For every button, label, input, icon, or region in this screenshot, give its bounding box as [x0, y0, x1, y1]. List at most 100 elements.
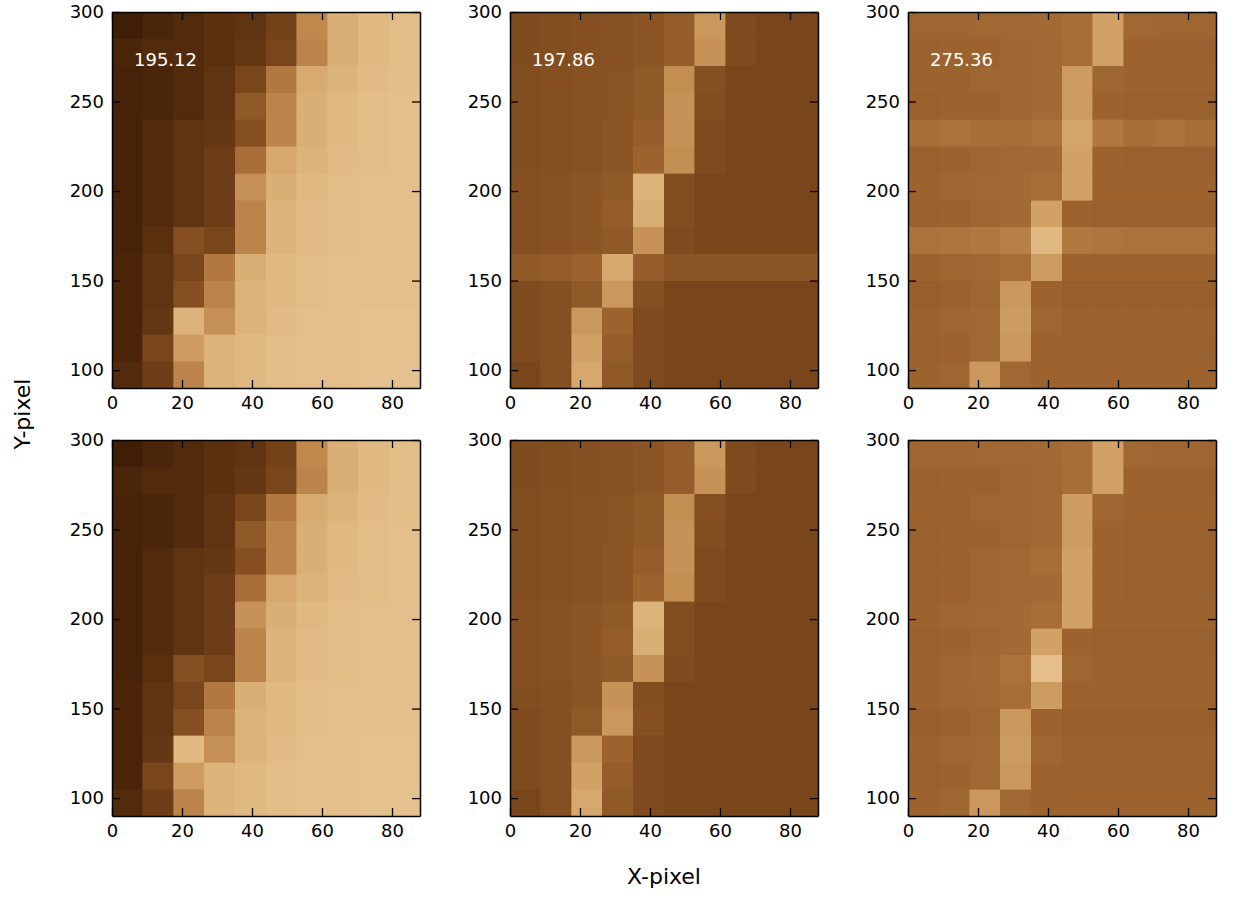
heatmap-cell [174, 494, 205, 521]
heatmap-cell [541, 12, 572, 39]
x-axis-tick: 80 [1177, 380, 1200, 413]
x-axis-tick-mark [252, 808, 253, 816]
heatmap-cell [204, 173, 235, 200]
y-axis-tick-label: 100 [70, 787, 104, 808]
x-axis-tick: 20 [569, 380, 592, 413]
heatmap-cell [756, 574, 787, 601]
y-axis-right-tick-mark [412, 798, 420, 799]
heatmap-cell [939, 12, 970, 39]
heatmap-cell [328, 789, 359, 816]
y-axis-right-tick-mark [810, 798, 818, 799]
x-axis-tick-mark [322, 380, 323, 388]
x-axis-tick: 40 [1037, 380, 1060, 413]
heatmap-cell [541, 628, 572, 655]
heatmap-cell [756, 119, 787, 146]
heatmap-cell [1093, 227, 1124, 254]
y-axis-tick: 250 [70, 519, 120, 540]
heatmap-cell [510, 494, 541, 521]
y-axis-tick: 200 [468, 180, 518, 201]
x-axis-top-tick [1048, 12, 1049, 20]
x-axis-line [113, 816, 421, 818]
heatmap-cell [1093, 307, 1124, 334]
heatmap-cell [756, 200, 787, 227]
heatmap-cell [235, 281, 266, 308]
heatmap-cell [1062, 467, 1093, 494]
x-axis-title: X-pixel [627, 864, 701, 889]
heatmap-cell [970, 254, 1001, 281]
heatmap-cell [633, 574, 664, 601]
x-axis-tick: 80 [779, 808, 802, 841]
heatmap-cell [541, 709, 572, 736]
heatmap-cell [297, 12, 328, 39]
heatmap-cell [1000, 227, 1031, 254]
heatmap-cell [970, 521, 1001, 548]
y-axis-right [810, 13, 819, 389]
heatmap-cell [908, 601, 939, 628]
heatmap-cell [756, 12, 787, 39]
x-axis: 020406080 [107, 380, 421, 413]
heatmap-cell [572, 735, 603, 762]
x-axis-tick: 60 [311, 380, 334, 413]
y-axis: 100150200250300 [70, 429, 120, 816]
heatmap-cell [664, 66, 695, 93]
heatmap-cell [970, 655, 1001, 682]
heatmap-cell [541, 361, 572, 388]
x-axis-top-tick-mark [392, 440, 393, 448]
heatmap-cell [970, 601, 1001, 628]
heatmap-cell [112, 735, 143, 762]
x-axis-tick-label: 20 [967, 392, 990, 413]
y-axis-tick-label: 200 [866, 180, 900, 201]
heatmap-cell [572, 361, 603, 388]
y-axis-tick-mark [112, 708, 120, 709]
x-axis-line [511, 816, 819, 818]
y-axis-tick-mark [908, 708, 916, 709]
heatmap-cell [633, 467, 664, 494]
heatmap-cell [358, 334, 389, 361]
y-axis-tick-mark [510, 798, 518, 799]
y-axis-title: Y-pixel [10, 379, 35, 451]
heatmap-cell [664, 307, 695, 334]
heatmap-cell [143, 227, 174, 254]
heatmap-cell [328, 628, 359, 655]
heatmap-cell [1185, 467, 1216, 494]
x-axis-top-tick-mark [182, 440, 183, 448]
heatmap-cell [664, 334, 695, 361]
y-axis-tick-mark [908, 619, 916, 620]
x-axis-top-tick-mark [1048, 440, 1049, 448]
heatmap-cell [1185, 146, 1216, 173]
heatmap-cell [204, 547, 235, 574]
x-axis-tick-label: 80 [381, 392, 404, 413]
heatmap-cell [235, 655, 266, 682]
x-axis-tick: 40 [639, 808, 662, 841]
heatmap-cell [1124, 173, 1155, 200]
x-axis-tick-label: 20 [569, 392, 592, 413]
heatmap-cell [908, 440, 939, 467]
heatmap-cell [602, 200, 633, 227]
heatmap-cell [389, 789, 420, 816]
heatmap-cell [266, 66, 297, 93]
heatmap-cell [204, 574, 235, 601]
x-axis-top-tick-mark [1188, 12, 1189, 20]
heatmap-cell [787, 789, 818, 816]
y-axis-right-tick [810, 12, 818, 13]
heatmap-cell [1093, 12, 1124, 39]
heatmap-cell [1154, 12, 1185, 39]
heatmap-cell [1124, 93, 1155, 120]
heatmap-cell [1093, 709, 1124, 736]
heatmap-cell [1154, 254, 1185, 281]
heatmap-cell [1062, 119, 1093, 146]
heatmap-cell [695, 789, 726, 816]
heatmap-cell [297, 173, 328, 200]
heatmap-cell [358, 762, 389, 789]
heatmap-cell [204, 682, 235, 709]
heatmap-cell [970, 682, 1001, 709]
heatmap-cell [633, 227, 664, 254]
heatmap-cell [1031, 200, 1062, 227]
y-axis-tick-label: 200 [866, 608, 900, 629]
y-axis-right-tick-mark [810, 708, 818, 709]
x-axis-tick-mark [978, 808, 979, 816]
heatmap-cell [602, 12, 633, 39]
x-axis-top-tick [1118, 12, 1119, 20]
heatmap-cell [143, 574, 174, 601]
heatmap-cell [541, 93, 572, 120]
